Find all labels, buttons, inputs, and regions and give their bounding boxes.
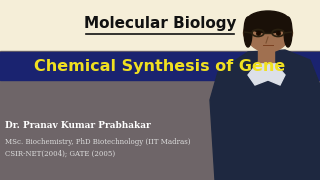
Text: MSc. Biochemistry, PhD Biotechnology (IIT Madras): MSc. Biochemistry, PhD Biotechnology (II… [5,138,190,146]
Bar [0,52,320,80]
Text: Molecular Biology: Molecular Biology [84,16,236,31]
Ellipse shape [244,28,249,37]
Ellipse shape [287,28,292,37]
Ellipse shape [244,17,252,47]
Text: Dr. Pranav Kumar Prabhakar: Dr. Pranav Kumar Prabhakar [5,120,151,129]
Text: Chemical Synthesis of Gene: Chemical Synthesis of Gene [34,59,286,74]
Bar [0,0,320,51]
Ellipse shape [284,17,292,47]
Text: CSIR-NET(2004); GATE (2005): CSIR-NET(2004); GATE (2005) [5,150,115,158]
Polygon shape [248,60,285,85]
Ellipse shape [246,11,290,33]
Ellipse shape [246,12,290,52]
Bar [0,51,320,180]
Polygon shape [210,50,320,180]
Bar [258,48,274,62]
